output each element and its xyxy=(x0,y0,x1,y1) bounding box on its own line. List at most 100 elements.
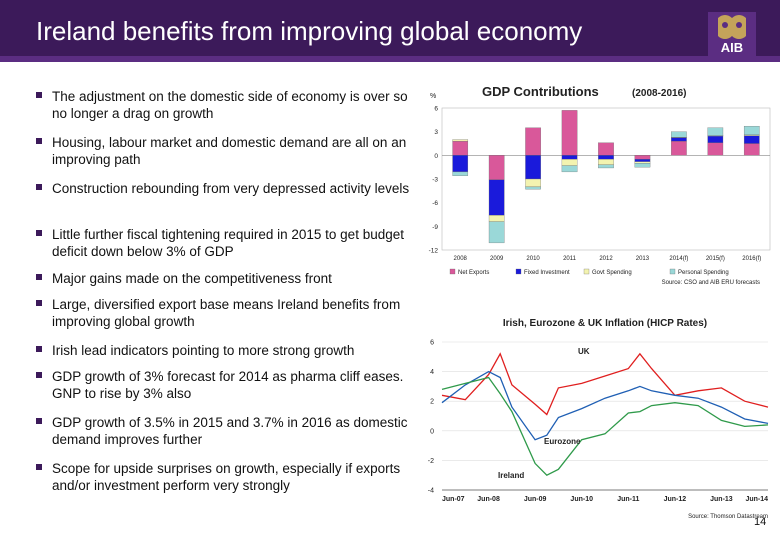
inflation-annotation: UK xyxy=(578,347,590,356)
bullet-marker-icon xyxy=(36,300,42,306)
inflation-chart: Irish, Eurozone & UK Inflation (HICP Rat… xyxy=(428,318,769,520)
gdp-bar-segment xyxy=(707,127,724,136)
gdp-y-tick-label: 6 xyxy=(434,106,438,113)
bullet-marker-icon xyxy=(36,184,42,190)
gdp-y-tick-label: -6 xyxy=(432,200,438,207)
inflation-series-line xyxy=(441,370,769,441)
inflation-x-tick-label: Jun-08 xyxy=(477,496,500,503)
gdp-legend-label: Net Exports xyxy=(458,270,489,276)
page-title: Ireland benefits from improving global e… xyxy=(36,16,583,46)
bullet-text: Irish lead indicators pointing to more s… xyxy=(52,343,355,358)
bullet-marker-icon xyxy=(36,418,42,424)
gdp-bar-segment xyxy=(488,155,505,180)
bullet-marker-icon xyxy=(36,346,42,352)
gdp-bar-segment xyxy=(525,186,541,190)
inflation-x-tick-label: Jun-07 xyxy=(442,496,465,503)
gdp-bar-segment xyxy=(561,155,578,160)
gdp-bar-segment xyxy=(452,139,469,142)
aib-logo-icon xyxy=(708,12,756,58)
gdp-bar-segment xyxy=(671,140,687,156)
inflation-annotation: Eurozone xyxy=(544,437,581,446)
gdp-y-label: % xyxy=(430,93,436,100)
gdp-legend-swatch xyxy=(449,268,456,275)
inflation-x-tick-label: Jun-13 xyxy=(710,496,733,503)
gdp-legend-swatch xyxy=(669,268,676,275)
gdp-bar-segment xyxy=(634,163,651,168)
gdp-bar-segment xyxy=(707,142,724,156)
inflation-y-tick-label: 2 xyxy=(430,399,434,406)
gdp-bar-segment xyxy=(634,155,651,160)
gdp-legend-label: Personal Spending xyxy=(678,270,729,276)
inflation-x-tick-label: Jun-11 xyxy=(617,496,639,503)
gdp-x-tick-label: 2010 xyxy=(526,256,540,262)
inflation-series-line xyxy=(441,352,769,416)
bullet-marker-icon xyxy=(36,230,42,236)
inflation-annotation: Ireland xyxy=(498,471,524,480)
gdp-bar-segment xyxy=(743,135,760,144)
gdp-x-tick-label: 2013 xyxy=(636,256,650,262)
gdp-bar-segment xyxy=(488,221,505,244)
gdp-source-note: Source: CSO and AIB ERU forecasts xyxy=(662,280,760,286)
inflation-chart-title: Irish, Eurozone & UK Inflation (HICP Rat… xyxy=(503,318,707,329)
bullet-text: Scope for upside surprises on growth, es… xyxy=(52,461,401,493)
bullet-marker-icon xyxy=(36,372,42,378)
gdp-bar-segment xyxy=(488,215,505,222)
bullet-text: Little further fiscal tightening require… xyxy=(52,227,404,259)
gdp-chart-title: GDP Contributions xyxy=(482,84,599,99)
gdp-bar-segment xyxy=(525,127,541,156)
logo-text: AIB xyxy=(720,40,744,55)
gdp-x-tick-label: 2016(f) xyxy=(742,256,761,262)
inflation-series-line xyxy=(441,376,769,476)
gdp-y-tick-label: -9 xyxy=(432,224,438,231)
gdp-bar-segment xyxy=(671,131,687,138)
bullet-marker-icon xyxy=(36,138,42,144)
gdp-bar-segment xyxy=(598,159,614,165)
bullet-marker-icon xyxy=(36,464,42,470)
gdp-bar-segment xyxy=(634,159,651,162)
gdp-legend-label: Fixed Investment xyxy=(524,270,570,276)
gdp-bar-segment xyxy=(598,142,614,156)
gdp-legend-swatch xyxy=(583,268,590,275)
gdp-x-tick-label: 2009 xyxy=(490,256,504,262)
gdp-x-tick-label: 2014(f) xyxy=(669,256,688,262)
bullet-text: Housing, labour market and domestic dema… xyxy=(52,135,407,167)
bullet-marker-icon xyxy=(36,274,42,280)
header-accent xyxy=(0,56,780,62)
gdp-bar-segment xyxy=(561,110,578,156)
gdp-y-tick-label: 0 xyxy=(434,153,438,160)
gdp-y-tick-label: 3 xyxy=(434,129,438,136)
bullet-text: The adjustment on the domestic side of e… xyxy=(52,89,408,121)
charts-area: GDP Contributions (2008-2016)% 6 3 0 -3 -6 -9 -1… xyxy=(428,84,771,520)
page-number: 14 xyxy=(754,516,767,528)
gdp-bar-segment xyxy=(743,143,760,156)
gdp-legend-swatch xyxy=(515,268,522,275)
inflation-y-tick-label: 6 xyxy=(430,340,434,347)
gdp-bar-segment xyxy=(525,155,541,180)
header-bar: Ireland benefits from improving global e… xyxy=(0,0,780,62)
gdp-bar-segment xyxy=(743,125,760,135)
gdp-bar-segment xyxy=(452,140,469,156)
inflation-y-tick-label: -2 xyxy=(428,458,434,465)
bullet-text: Large, diversified export base means Ire… xyxy=(52,297,401,329)
gdp-contributions-chart: GDP Contributions (2008-2016)% 6 3 0 -3 -6 -9 -1… xyxy=(429,84,771,286)
gdp-bar-segment xyxy=(598,155,614,160)
gdp-y-tick-label: -12 xyxy=(429,248,439,255)
gdp-bar-segment xyxy=(634,161,651,164)
gdp-x-tick-label: 2015(f) xyxy=(706,256,725,262)
bullet-marker-icon xyxy=(36,92,42,98)
gdp-x-tick-label: 2008 xyxy=(454,256,468,262)
inflation-y-tick-label: 4 xyxy=(430,369,434,376)
gdp-chart-subtitle: (2008-2016) xyxy=(632,88,686,99)
bullet-text: Major gains made on the competitiveness … xyxy=(52,271,332,286)
inflation-y-tick-label: 0 xyxy=(430,428,434,435)
inflation-source-note: Source: Thomson Datastream xyxy=(688,514,768,520)
gdp-bar-segment xyxy=(561,159,578,166)
gdp-bar-segment xyxy=(452,171,469,176)
gdp-bar-segment xyxy=(452,155,469,173)
gdp-x-tick-label: 2011 xyxy=(563,256,577,262)
gdp-bar-segment xyxy=(707,135,724,143)
inflation-x-tick-label: Jun-10 xyxy=(570,496,593,503)
gdp-legend-label: Govt Spending xyxy=(592,270,632,276)
gdp-bar-segment xyxy=(598,164,614,169)
gdp-bar-segment xyxy=(525,178,541,188)
